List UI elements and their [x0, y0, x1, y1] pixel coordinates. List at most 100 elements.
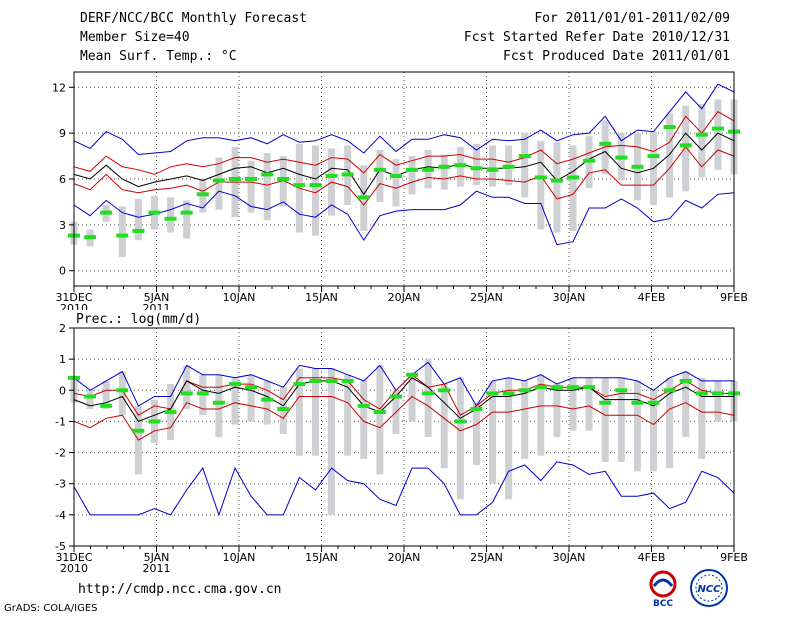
temp-series-upper	[73, 111, 735, 175]
prec-obs-marker	[647, 400, 660, 405]
prec-obs-marker	[84, 394, 97, 399]
temp-obs-marker	[148, 210, 161, 215]
temp-spread-box	[392, 159, 400, 207]
prec-xtick-sublabel: 2010	[60, 562, 88, 575]
prec-spread-box	[440, 384, 448, 469]
temp-obs-marker	[534, 175, 547, 180]
prec-obs-marker	[196, 391, 209, 396]
temp-xtick-label: 9FEB	[720, 291, 748, 304]
prec-obs-marker	[228, 382, 241, 387]
prec-spread-box	[617, 377, 625, 462]
prec-xtick-sublabel: 2011	[143, 562, 171, 575]
temp-obs-marker	[470, 166, 483, 171]
prec-spread-box	[328, 368, 336, 515]
prec-obs-marker	[663, 388, 676, 393]
prec-obs-marker	[711, 391, 724, 396]
temp-ytick-label: 9	[59, 127, 66, 140]
prec-spread-box	[295, 368, 303, 456]
fcst-produced-date: Fcst Produced Date 2011/01/01	[503, 49, 730, 64]
temp-obs-marker	[293, 183, 306, 188]
prec-obs-marker	[148, 419, 161, 424]
prec-xtick-label: 15JAN	[305, 551, 338, 564]
temp-obs-marker	[245, 177, 258, 181]
temp-spread-box	[537, 140, 545, 230]
prec-obs-marker	[550, 385, 563, 390]
temp-obs-marker	[100, 210, 113, 215]
prec-spread-box	[553, 384, 561, 437]
temp-obs-marker	[486, 167, 499, 172]
website-url[interactable]: http://cmdp.ncc.cma.gov.cn	[78, 582, 282, 597]
prec-spread-box	[521, 380, 529, 459]
temp-series-max	[73, 83, 735, 156]
temp-spread-box	[682, 105, 690, 192]
prec-spread-box	[714, 380, 722, 422]
temp-spread-box	[440, 154, 448, 190]
member-size: Member Size=40	[80, 30, 190, 45]
prec-obs-marker	[277, 406, 290, 411]
prec-spread-box	[215, 374, 223, 437]
prec-spread-box	[102, 380, 110, 409]
prec-spread-box	[585, 377, 593, 431]
temp-spread-box	[408, 156, 416, 195]
grads-credit: GrADS: COLA/IGES	[4, 603, 98, 614]
prec-spread-box	[633, 380, 641, 472]
prec-xtick-label: 4FEB	[638, 551, 666, 564]
prec-spread-box	[489, 380, 497, 484]
temp-xtick-label: 10JAN	[223, 291, 256, 304]
temp-obs-marker	[599, 141, 612, 146]
ncc-logo-text: NCC	[697, 584, 721, 595]
prec-spread-box	[311, 368, 319, 456]
prec-spread-box	[247, 374, 255, 422]
prec-spread-box	[424, 359, 432, 437]
temp-obs-marker	[389, 173, 402, 178]
prec-ytick-label: -4	[55, 509, 66, 522]
temp-obs-marker	[341, 172, 354, 177]
temp-obs-marker	[325, 173, 338, 178]
prec-spread-box	[698, 377, 706, 459]
temp-spread-box	[666, 113, 674, 198]
prec-spread-box	[666, 377, 674, 469]
prec-ytick-label: -1	[55, 415, 66, 428]
temp-xtick-sublabel: 2011	[143, 302, 171, 310]
prec-obs-marker	[438, 388, 451, 393]
prec-obs-marker	[212, 400, 225, 405]
temp-obs-marker	[373, 167, 386, 172]
temp-spread-box	[118, 206, 126, 257]
prec-spread-box	[569, 377, 577, 431]
prec-obs-marker	[567, 385, 580, 390]
temp-obs-marker	[132, 228, 145, 233]
temp-ytick-label: 12	[52, 81, 66, 94]
prec-obs-marker	[116, 388, 129, 393]
prec-spread-box	[118, 371, 126, 416]
temp-obs-marker	[711, 126, 724, 131]
temp-xtick-label: 4FEB	[638, 291, 666, 304]
prec-ytick-label: 2	[59, 322, 66, 335]
temp-spread-box	[714, 99, 722, 170]
temp-obs-marker	[228, 177, 241, 181]
variable-label: Mean Surf. Temp.: °C	[80, 49, 237, 64]
temp-xtick-label: 31DEC	[55, 291, 92, 304]
prec-obs-marker	[422, 391, 435, 396]
temp-obs-marker	[196, 192, 209, 197]
temp-obs-marker	[663, 125, 676, 130]
prec-spread-box	[505, 377, 513, 500]
temp-obs-marker	[679, 143, 692, 148]
temp-obs-marker	[164, 216, 177, 221]
temp-obs-marker	[583, 158, 596, 163]
prec-spread-box	[472, 402, 480, 466]
temp-obs-marker	[615, 155, 628, 160]
prec-spread-box	[183, 365, 191, 409]
temp-xtick-label: 30JAN	[553, 291, 586, 304]
prec-obs-marker	[245, 385, 258, 390]
temp-spread-box	[247, 160, 255, 213]
prec-xtick-label: 9FEB	[720, 551, 748, 564]
temp-spread-box	[167, 197, 175, 233]
prec-obs-marker	[486, 391, 499, 396]
temp-obs-marker	[438, 164, 451, 169]
prec-spread-box	[456, 377, 464, 500]
temp-obs-marker	[422, 167, 435, 172]
prec-obs-marker	[180, 391, 193, 396]
temp-spread-box	[553, 142, 561, 233]
